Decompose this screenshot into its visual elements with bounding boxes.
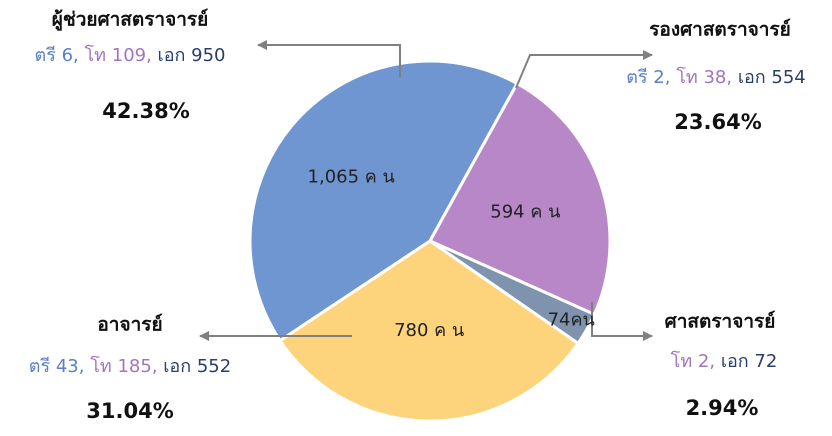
percent-label: 2.94% [686,396,759,420]
detail-line: ตรี 43, โท 185, เอก 552 [29,355,231,377]
callout-arrow [257,40,401,78]
slice-label: 74คน [548,309,595,330]
detail-part: โท 38, [670,66,732,88]
percent-label: 31.04% [86,399,173,423]
detail-line: ตรี 6, โท 109, เอก 950 [35,44,226,66]
percent-label: 42.38% [102,99,189,123]
detail-part: โท 185, [84,355,157,377]
detail-part: เอก 72 [715,351,777,372]
detail-part: เอก 950 [152,45,226,66]
callout-arrow [515,50,653,89]
percent-label: 23.64% [674,110,761,134]
detail-part: โท 109, [79,44,152,66]
detail-part: เอก 554 [732,67,806,88]
detail-part: ตรี 2, [626,67,670,88]
category-title: ผู้ช่วยศาสตราจารย์ [52,9,209,32]
detail-line: ตรี 2, โท 38, เอก 554 [626,66,806,88]
category-title: อาจารย์ [97,314,162,336]
slice-label: 780 ค น [394,320,464,341]
pie-slice [277,239,581,423]
category-title: รองศาสตราจารย์ [649,19,791,41]
detail-part: โท 2, [671,350,715,372]
detail-part: ตรี 6, [35,45,79,66]
category-title: ศาสตราจารย์ [665,311,776,333]
detail-line: โท 2, เอก 72 [671,350,778,372]
slice-label: 1,065 ค น [308,167,395,188]
callout-arrow [591,302,653,341]
detail-part: ตรี 43, [29,356,85,377]
pie [248,59,612,423]
pie-slice [248,59,520,343]
slice-label: 594 ค น [490,201,560,222]
labels: 1,065 ค น 594 ค น 74คน 780 ค น ผู้ช่วยศาสตรา… [29,9,806,424]
detail-part: เอก 552 [158,356,232,377]
pie-slice [427,81,612,317]
